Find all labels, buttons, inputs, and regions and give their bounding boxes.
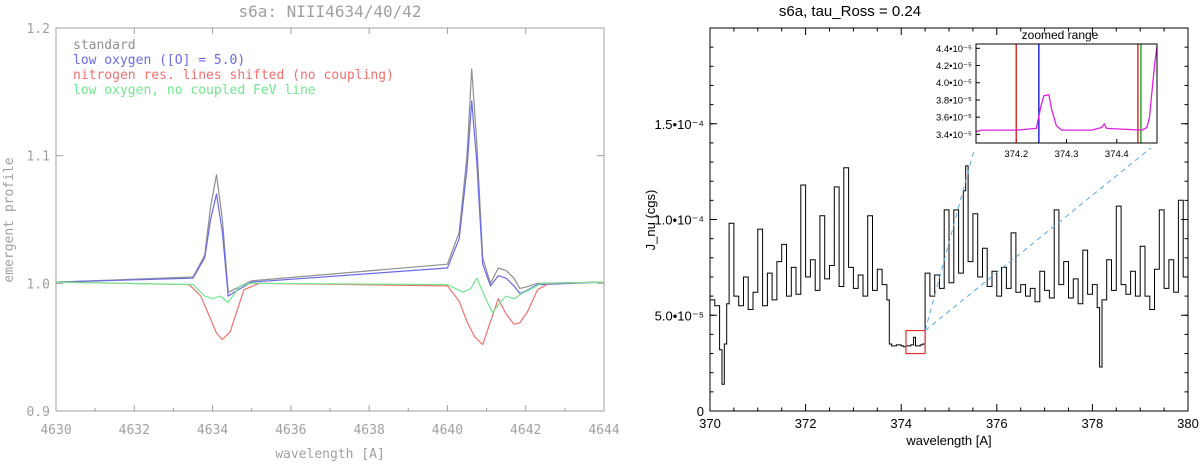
right-x-tick-label: 372 xyxy=(795,416,817,431)
legend-entry-standard: standard xyxy=(73,38,136,53)
left-series-layer xyxy=(55,68,605,346)
inset-x-tick-label: 374.4 xyxy=(1105,149,1129,160)
inset-x-tick-label: 374.2 xyxy=(1004,149,1028,160)
left-y-tick-label: 1.0 xyxy=(27,277,50,292)
right-x-tick-label: 374 xyxy=(890,416,912,431)
left-x-tick-label: 4640 xyxy=(432,423,463,438)
left-axis-ticks: 4630 4632 4634 4636 4638 4640 4642 4644 0.9 1.0 1.… xyxy=(27,22,620,438)
right-y-tick-label: 5.0•10⁻⁵ xyxy=(655,308,704,323)
left-x-tick-label: 4638 xyxy=(353,423,384,438)
left-series-line-2 xyxy=(55,281,605,346)
inset-series-line-0 xyxy=(975,46,1158,133)
zoom-highlight-box xyxy=(905,329,926,355)
right-axis-ticks: 370 372 374 376 378 380 0 5.0•10⁻⁵ 1.0•10⁻⁴ 1.5•1… xyxy=(654,28,1199,431)
left-x-tick-label: 4636 xyxy=(275,423,306,438)
inset-series-layer xyxy=(975,44,1158,143)
inset-y-tick-label: 4.4•10⁻⁵ xyxy=(936,44,972,55)
inset-x-tick-label: 374.3 xyxy=(1055,149,1079,160)
right-y-tick-label: 1.5•10⁻⁴ xyxy=(654,117,704,132)
zoom-connector-line xyxy=(924,142,1158,331)
legend-entry-low-oxygen-no-fev: low oxygen, no coupled FeV line xyxy=(73,83,316,98)
left-x-tick-label: 4630 xyxy=(40,423,71,438)
left-y-axis-label: emergent profile xyxy=(2,157,17,282)
right-x-tick-label: 376 xyxy=(986,416,1008,431)
right-series-layer xyxy=(710,142,1189,385)
left-legend: standard low oxygen ([O] = 5.0) nitrogen… xyxy=(73,38,394,98)
zoomed-inset: zoomed range 374.2 374.3 374.4 3.4•10⁻⁵ 3.6•… xyxy=(935,28,1175,160)
right-x-tick-label: 378 xyxy=(1082,416,1104,431)
left-y-tick-label: 1.1 xyxy=(27,150,50,165)
inset-y-tick-label: 4.2•10⁻⁵ xyxy=(936,61,972,72)
right-chart-title: s6a, tau_Ross = 0.24 xyxy=(779,3,921,20)
left-chart-title: s6a: NIII4634/40/42 xyxy=(238,2,421,21)
left-series-line-3 xyxy=(55,277,605,314)
left-x-tick-label: 4642 xyxy=(510,423,541,438)
inset-y-tick-label: 3.4•10⁻⁵ xyxy=(936,130,972,141)
inset-frame xyxy=(975,43,1158,144)
left-y-tick-label: 0.9 xyxy=(27,405,50,420)
left-series-line-1 xyxy=(55,100,605,297)
left-x-tick-label: 4632 xyxy=(119,423,150,438)
inset-axis-ticks: 374.2 374.3 374.4 3.4•10⁻⁵ 3.6•10⁻⁵ 3.8•10⁻⁵ 4… xyxy=(936,44,1129,160)
left-y-tick-label: 1.2 xyxy=(27,22,50,37)
left-chart: s6a: NIII4634/40/42 4630 4632 4634 4636 4638… xyxy=(2,2,620,462)
right-x-axis-label: wavelength [A] xyxy=(905,433,991,448)
right-series-line-0 xyxy=(710,165,1189,385)
inset-y-tick-label: 4.0•10⁻⁵ xyxy=(936,78,972,89)
legend-entry-nitrogen-shifted: nitrogen res. lines shifted (no coupling… xyxy=(73,68,394,83)
right-y-axis-label: J_nu (cgs) xyxy=(643,190,658,251)
right-chart: s6a, tau_Ross = 0.24 370 372 374 376 378 380 0… xyxy=(643,3,1199,448)
legend-entry-low-oxygen: low oxygen ([O] = 5.0) xyxy=(73,53,245,68)
right-y-tick-label: 1.0•10⁻⁴ xyxy=(654,213,704,228)
left-x-tick-label: 4634 xyxy=(197,423,228,438)
inset-y-tick-label: 3.8•10⁻⁵ xyxy=(936,95,972,106)
inset-y-tick-label: 3.6•10⁻⁵ xyxy=(936,113,972,124)
right-x-tick-label: 380 xyxy=(1177,416,1199,431)
right-y-tick-label: 0 xyxy=(697,404,704,419)
left-x-tick-label: 4644 xyxy=(588,423,619,438)
right-x-tick-label: 370 xyxy=(699,416,721,431)
inset-title: zoomed range xyxy=(1022,28,1099,42)
left-series-line-0 xyxy=(55,68,605,293)
left-x-axis-label: wavelength [A] xyxy=(275,447,385,462)
